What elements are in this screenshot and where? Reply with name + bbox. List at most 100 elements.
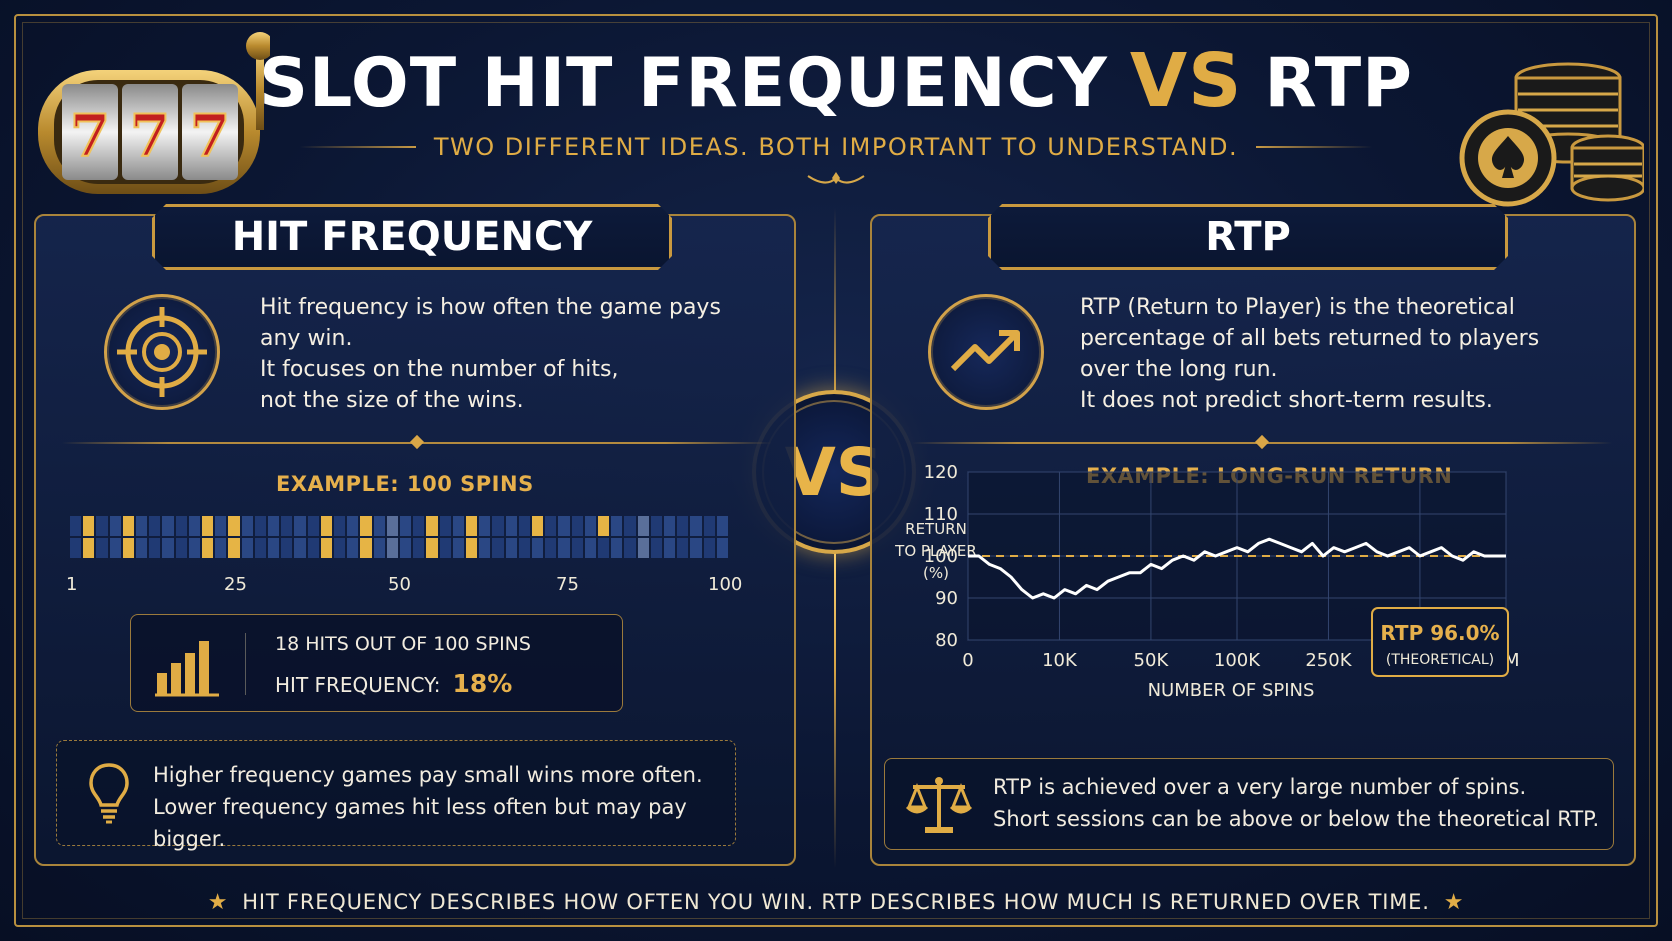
spin-cell (333, 516, 346, 536)
spin-cell (637, 516, 649, 536)
spin-cell (663, 516, 676, 536)
note-text: RTP is achieved over a very large number… (993, 771, 1599, 835)
description-line: over the long run. (1080, 357, 1278, 382)
spin-axis-label: 50 (388, 574, 411, 595)
spin-cell (413, 516, 425, 536)
spin-cell (426, 516, 438, 536)
spin-cell (479, 516, 491, 536)
spin-cell (637, 538, 649, 558)
spin-cell (70, 538, 82, 558)
y-tick-label: 120 (924, 462, 958, 483)
spin-cell (281, 516, 293, 536)
rtp-series-line (968, 537, 1506, 600)
spin-cell (663, 538, 676, 558)
spin-cell (320, 538, 332, 558)
spin-cell (162, 538, 174, 558)
spin-cell (373, 538, 385, 558)
hit-frequency-note: Higher frequency games pay small wins mo… (56, 740, 736, 851)
spin-cell (558, 538, 570, 558)
spin-cell (70, 516, 82, 536)
spin-cell (399, 516, 412, 536)
spin-cell (531, 516, 544, 536)
hit-count-text: 18 HITS OUT OF 100 SPINS (275, 633, 531, 655)
y-axis-label-line: RETURN (905, 520, 967, 538)
spin-cell (597, 538, 610, 558)
hit-frequency-label: HIT FREQUENCY: (275, 673, 441, 697)
x-tick-label: 10K (1042, 650, 1078, 671)
spin-cell (267, 538, 280, 558)
star-icon: ★ (1443, 890, 1465, 915)
spin-cell (650, 516, 662, 536)
spin-cell (228, 516, 240, 536)
spin-cell (267, 516, 280, 536)
spin-cell (518, 516, 530, 536)
spin-cell (505, 538, 517, 558)
spin-cell (122, 516, 134, 536)
spin-cell (373, 516, 385, 536)
spin-cell (479, 538, 491, 558)
spin-cell (611, 538, 623, 558)
spin-cell (545, 538, 557, 558)
spin-cell (201, 516, 214, 536)
lightbulb-icon (89, 763, 129, 824)
spin-cell (452, 538, 464, 558)
spin-cell (452, 516, 464, 536)
y-tick-label: 100 (924, 546, 958, 567)
spin-cell (188, 516, 200, 536)
y-tick-label: 110 (924, 504, 958, 525)
spin-cell (109, 538, 121, 558)
rtp-panel: RTP RTP (Return to Player) is the theore… (870, 214, 1636, 866)
title-ornament (807, 172, 865, 184)
trend-up-icon (928, 294, 1044, 410)
rtp-heading: RTP (988, 204, 1508, 270)
svg-text:7: 7 (190, 102, 230, 170)
spin-cell (135, 516, 148, 536)
spin-cell (716, 516, 728, 536)
spin-cell (531, 538, 544, 558)
spin-cell (241, 538, 253, 558)
note-line: Higher frequency games pay small wins mo… (153, 763, 703, 787)
spin-cell (254, 516, 266, 536)
y-tick-label: 90 (935, 588, 958, 609)
y-axis-label-line: (%) (923, 564, 949, 582)
subtitle: TWO DIFFERENT IDEAS. BOTH IMPORTANT TO U… (433, 133, 1239, 161)
spin-cell (135, 538, 148, 558)
footer-text: HIT FREQUENCY DESCRIBES HOW OFTEN YOU WI… (242, 890, 1430, 914)
x-axis-label: NUMBER OF SPINS (1148, 680, 1315, 701)
spin-cell (254, 538, 266, 558)
spin-cell (215, 516, 227, 536)
spin-cell (386, 538, 398, 558)
spin-cell (386, 516, 398, 536)
spin-cell (558, 516, 570, 536)
spin-cell (584, 538, 596, 558)
spin-cell (294, 516, 306, 536)
hit-frequency-result: HIT FREQUENCY: 18% (275, 669, 512, 698)
spin-cell (492, 516, 504, 536)
spin-cell (307, 538, 319, 558)
example-title: EXAMPLE: 100 SPINS (276, 472, 534, 496)
footer-summary: ★ HIT FREQUENCY DESCRIBES HOW OFTEN YOU W… (0, 890, 1672, 915)
description-line: Hit frequency is how often the game pays (260, 295, 721, 320)
rtp-line-chart: 010K50K100K250K500K1M8090100110120RETURN… (894, 462, 1519, 701)
x-tick-label: 250K (1305, 650, 1352, 671)
spin-cell (162, 516, 174, 536)
spin-cell (597, 516, 610, 536)
description-line: It focuses on the number of hits, (260, 357, 619, 382)
hit-frequency-description: Hit frequency is how often the game pays… (260, 292, 721, 416)
spin-cell (584, 516, 596, 536)
spin-cell (307, 516, 319, 536)
spin-cell (360, 538, 372, 558)
spin-cell (175, 516, 187, 536)
spin-cell (439, 516, 451, 536)
title-right: RTP (1264, 44, 1413, 123)
description-line: percentage of all bets returned to playe… (1080, 326, 1540, 351)
spin-cell (149, 538, 161, 558)
svg-text:7: 7 (70, 102, 110, 170)
spin-cell (399, 538, 412, 558)
section-divider (912, 434, 1612, 450)
spin-cell (149, 516, 161, 536)
rtp-note: RTP is achieved over a very large number… (884, 758, 1614, 850)
spin-cell (611, 516, 623, 536)
rtp-callout-value: RTP 96.0% (1380, 621, 1499, 645)
hit-frequency-value: 18% (452, 669, 513, 698)
